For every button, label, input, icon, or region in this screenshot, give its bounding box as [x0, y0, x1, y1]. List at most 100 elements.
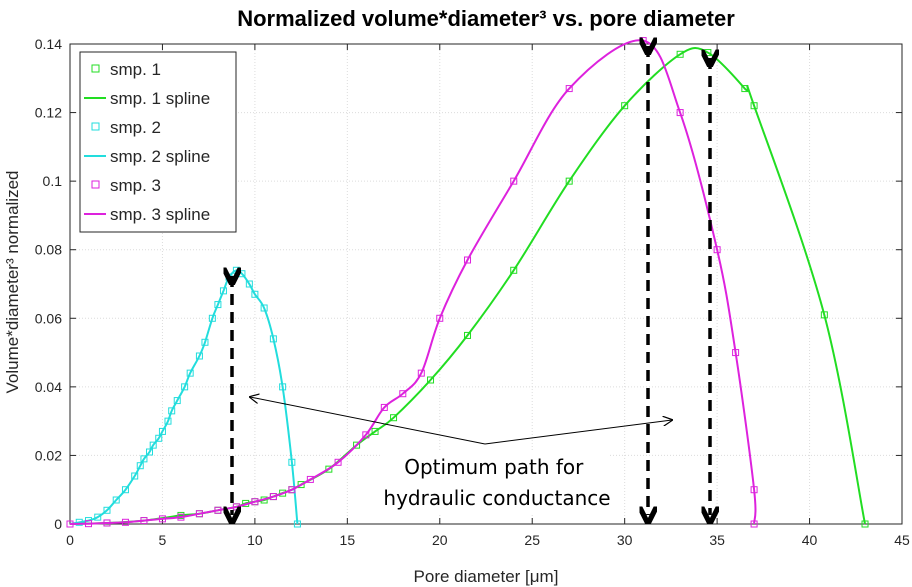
legend-label: smp. 1: [110, 60, 161, 79]
data-point-smp-2: [201, 338, 209, 346]
x-tick-label: 10: [247, 532, 263, 548]
data-point-smp-3: [676, 109, 684, 117]
data-point-smp-2: [186, 369, 194, 377]
data-point-smp-3: [121, 518, 129, 526]
annotation-bg: [382, 452, 610, 514]
y-tick-label: 0.14: [35, 36, 62, 52]
y-tick-label: 0.06: [35, 310, 62, 326]
data-point-smp-2: [208, 314, 216, 322]
data-point-smp-1: [750, 102, 758, 110]
data-point-smp-2: [269, 335, 277, 343]
data-point-smp-1: [820, 311, 828, 319]
data-point-smp-1: [676, 50, 684, 58]
data-point-smp-2: [195, 352, 203, 360]
data-point-smp-2: [260, 304, 268, 312]
data-point-smp-2: [136, 462, 144, 470]
data-point-smp-3: [464, 256, 472, 264]
x-tick-label: 35: [709, 532, 725, 548]
data-point-smp-1: [621, 102, 629, 110]
data-point-smp-3: [565, 85, 573, 93]
annotation-arrow-left: [250, 397, 486, 445]
data-point-smp-2: [140, 455, 148, 463]
data-point-smp-2: [214, 301, 222, 309]
data-point-smp-1: [741, 85, 749, 93]
data-point-smp-3: [362, 431, 370, 439]
data-point-smp-2: [75, 518, 83, 526]
data-point-smp-3: [140, 517, 148, 525]
data-point-smp-2: [94, 513, 102, 521]
data-point-smp-1: [353, 441, 361, 449]
data-point-smp-2: [112, 496, 120, 504]
data-point-smp-3: [66, 520, 74, 528]
legend-label: smp. 2 spline: [110, 147, 210, 166]
y-tick-label: 0.08: [35, 242, 62, 258]
legend-label: smp. 3 spline: [110, 205, 210, 224]
data-point-smp-2: [168, 407, 176, 415]
data-point-smp-1: [464, 331, 472, 339]
y-tick-label: 0: [54, 516, 62, 532]
x-tick-label: 40: [802, 532, 818, 548]
legend-marker: [91, 64, 100, 73]
y-tick-label: 0.12: [35, 105, 62, 121]
data-point-smp-2: [164, 417, 172, 425]
data-point-smp-1: [510, 266, 518, 274]
data-point-smp-3: [750, 520, 758, 528]
axes-box: [69, 43, 903, 525]
data-point-smp-3: [195, 510, 203, 518]
data-point-smp-1: [325, 465, 333, 473]
data-point-smp-3: [214, 506, 222, 514]
y-tick-label: 0.04: [35, 379, 62, 395]
x-tick-label: 0: [66, 532, 74, 548]
data-point-smp-3: [436, 314, 444, 322]
data-point-smp-2: [121, 486, 129, 494]
x-tick-label: 45: [894, 532, 910, 548]
chart-title: Normalized volume*diameter³ vs. pore dia…: [237, 6, 735, 31]
x-tick-label: 5: [159, 532, 167, 548]
series-line-smp-3: [69, 39, 757, 525]
data-point-smp-2: [251, 290, 259, 298]
legend-box: [79, 51, 237, 233]
data-point-smp-2: [131, 472, 139, 480]
data-point-smp-2: [149, 441, 157, 449]
data-point-smp-1: [565, 177, 573, 185]
y-axis-label: Volume*diameter³ normalized: [3, 171, 22, 394]
annotation-text: Optimum path for hydraulic conductance: [383, 455, 610, 510]
data-point-smp-1: [297, 481, 305, 489]
data-point-smp-3: [750, 486, 758, 494]
data-point-smp-2: [279, 383, 287, 391]
data-point-smp-3: [380, 403, 388, 411]
data-point-smp-2: [293, 520, 301, 528]
x-tick-label: 25: [524, 532, 540, 548]
data-point-smp-2: [103, 506, 111, 514]
data-point-smp-3: [288, 486, 296, 494]
x-tick-label: 30: [617, 532, 633, 548]
data-point-smp-3: [306, 475, 314, 483]
data-point-smp-3: [510, 177, 518, 185]
data-point-smp-3: [417, 369, 425, 377]
data-point-smp-3: [158, 515, 166, 523]
data-point-smp-1: [427, 376, 435, 384]
legend-label: smp. 3: [110, 176, 161, 195]
data-point-smp-2: [245, 280, 253, 288]
x-tick-label: 20: [432, 532, 448, 548]
data-point-smp-3: [399, 390, 407, 398]
data-point-smp-2: [146, 448, 154, 456]
annotation-layer: Optimum path for hydraulic conductance: [232, 46, 710, 515]
data-point-smp-2: [158, 427, 166, 435]
data-point-smp-3: [84, 520, 92, 528]
data-point-smp-3: [269, 493, 277, 501]
legend-label: smp. 1 spline: [110, 89, 210, 108]
data-point-smp-2: [181, 383, 189, 391]
y-tick-label: 0.02: [35, 447, 62, 463]
y-tick-label: 0.1: [43, 173, 63, 189]
x-tick-label: 15: [340, 532, 356, 548]
legend-marker: [91, 122, 100, 131]
data-point-smp-2: [155, 434, 163, 442]
data-point-smp-2: [288, 458, 296, 466]
data-point-smp-2: [173, 397, 181, 405]
data-point-smp-1: [371, 427, 379, 435]
data-point-smp-3: [251, 498, 259, 506]
data-point-smp-3: [103, 519, 111, 527]
